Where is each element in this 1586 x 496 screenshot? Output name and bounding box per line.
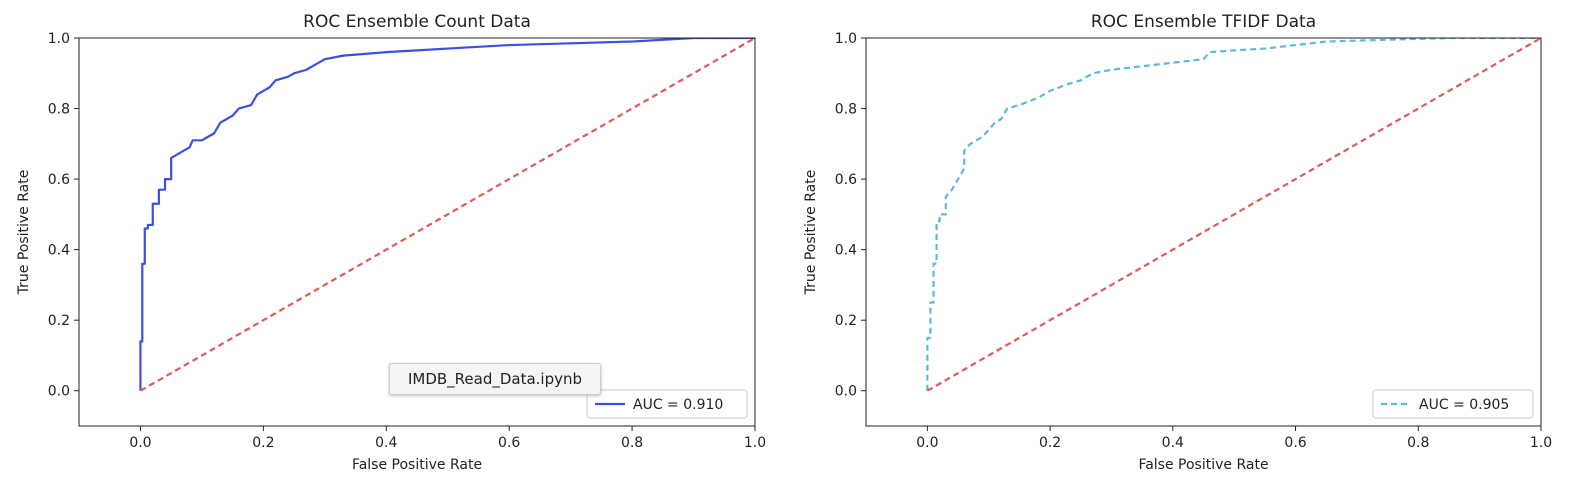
y-tick-label: 0.4 (835, 243, 857, 259)
y-axis-label: True Positive Rate (803, 170, 819, 296)
file-tooltip: IMDB_Read_Data.ipynb (389, 363, 601, 395)
x-tick-label: 1.0 (1530, 435, 1552, 451)
y-axis-label: True Positive Rate (16, 170, 32, 296)
roc-curve (139, 38, 755, 391)
x-tick-label: 0.0 (129, 435, 151, 451)
x-tick-label: 0.6 (498, 435, 520, 451)
chance-line (139, 38, 755, 392)
x-axis-label: False Positive Rate (1138, 457, 1268, 473)
x-tick-label: 0.8 (1407, 435, 1429, 451)
y-tick-label: 0.0 (835, 384, 857, 400)
legend: AUC = 0.910 (586, 389, 748, 419)
chart-title: ROC Ensemble TFIDF Data (1091, 12, 1316, 32)
x-tick-label: 0.8 (621, 435, 643, 451)
axes-frame (865, 37, 1542, 427)
axes-frame (78, 37, 756, 427)
x-tick-label: 0.4 (1162, 435, 1184, 451)
x-tick-label: 0.0 (916, 435, 938, 451)
y-tick-label: 0.6 (835, 172, 857, 188)
x-tick-label: 0.2 (1039, 435, 1061, 451)
x-tick-label: 0.6 (1284, 435, 1306, 451)
x-axis-label: False Positive Rate (352, 457, 482, 473)
y-tick-label: 0.0 (48, 384, 70, 400)
y-tick-label: 0.2 (835, 313, 857, 329)
plot-area (926, 38, 1541, 392)
y-tick-label: 0.8 (48, 102, 70, 118)
roc-curve (926, 38, 1541, 391)
x-tick-label: 0.2 (252, 435, 274, 451)
legend-label: AUC = 0.905 (1419, 397, 1509, 413)
chart-panel-2: ROC Ensemble TFIDF Data 0.0 0.2 0.4 0.6 0.8 1.… (803, 12, 1552, 473)
plot-area (139, 38, 755, 392)
x-tick-label: 1.0 (744, 435, 766, 451)
legend-label: AUC = 0.910 (633, 397, 723, 413)
legend: AUC = 0.905 (1372, 389, 1534, 419)
chance-line (926, 38, 1541, 392)
y-tick-label: 0.4 (48, 243, 70, 259)
chart-title: ROC Ensemble Count Data (303, 12, 531, 32)
y-tick-label: 0.8 (835, 102, 857, 118)
x-tick-label: 0.4 (375, 435, 397, 451)
legend-box (1372, 389, 1534, 419)
y-tick-label: 1.0 (48, 31, 70, 47)
y-tick-label: 0.2 (48, 313, 70, 329)
y-tick-label: 1.0 (835, 31, 857, 47)
legend-box (586, 389, 748, 419)
chart-panel-1: ROC Ensemble Count Data 0.0 0.2 0.4 0.6 0.8 1.… (16, 12, 766, 473)
y-tick-label: 0.6 (48, 172, 70, 188)
